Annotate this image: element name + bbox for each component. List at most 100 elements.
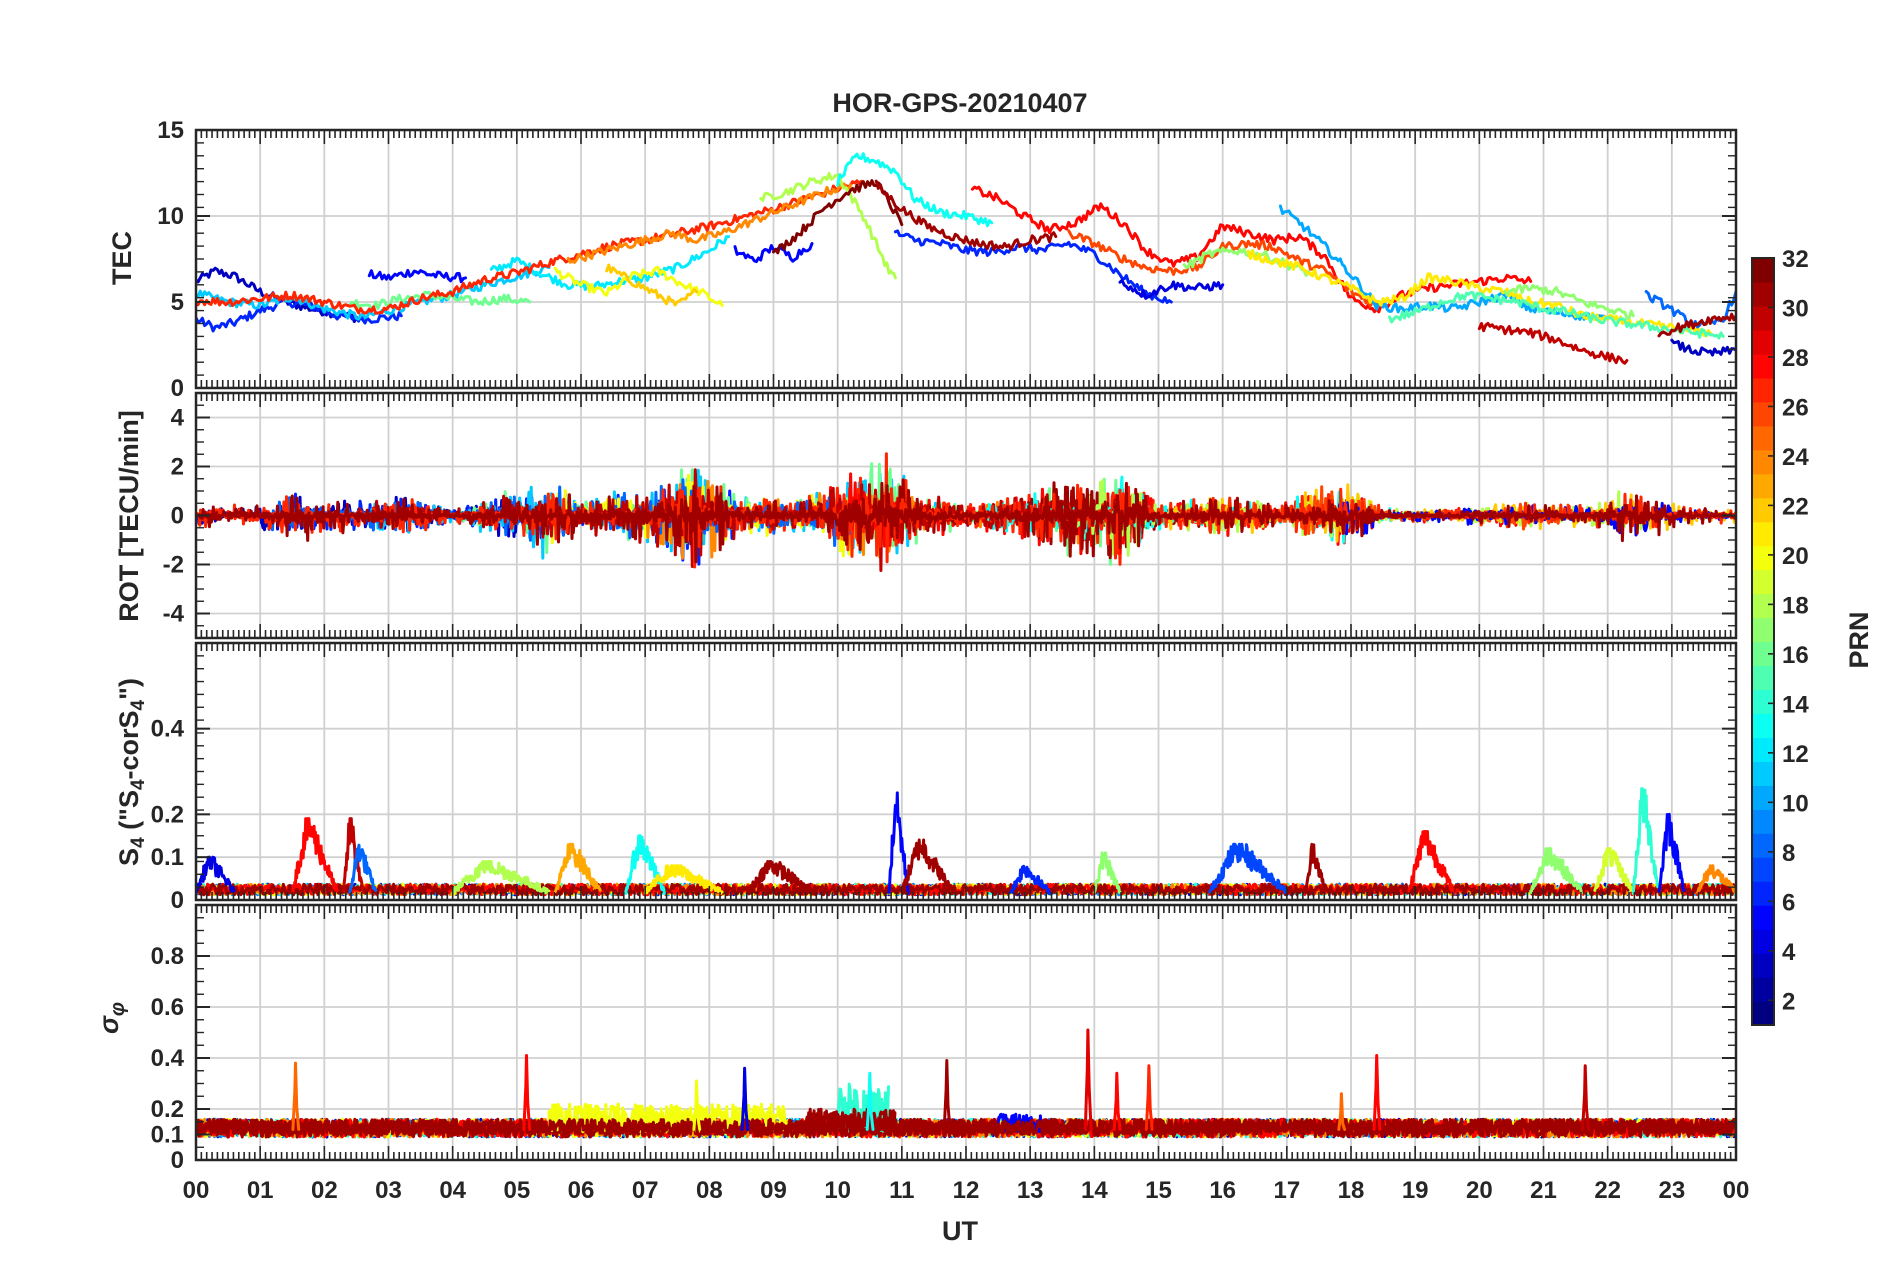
y-tick-label: 0.1 bbox=[151, 1122, 184, 1149]
colorbar-tick-label: 22 bbox=[1782, 493, 1809, 520]
colorbar-segment bbox=[1752, 953, 1774, 978]
tec-series-line bbox=[759, 171, 897, 280]
sigma-phi-spike bbox=[1083, 1028, 1093, 1131]
x-tick-label: 11 bbox=[889, 1177, 914, 1204]
tec-series-line bbox=[196, 179, 865, 315]
tec-series-line bbox=[1657, 312, 1736, 338]
colorbar-tick-label: 6 bbox=[1782, 889, 1795, 916]
colorbar-tick-label: 18 bbox=[1782, 592, 1809, 619]
tec-series-line bbox=[553, 266, 724, 307]
x-tick-label: 13 bbox=[1017, 1177, 1044, 1204]
colorbar-segment bbox=[1752, 425, 1774, 451]
tec-series-line bbox=[1388, 291, 1725, 340]
s4-event-line bbox=[348, 843, 378, 894]
colorbar-segment bbox=[1752, 401, 1774, 427]
axes bbox=[194, 128, 1738, 390]
y-tick-label: 10 bbox=[157, 203, 184, 230]
sigma-phi-panel: 00.10.2 0.4 0.6 0.8 bbox=[151, 903, 1738, 1174]
colorbar-segment bbox=[1752, 593, 1774, 619]
colorbar-tick-label: 4 bbox=[1782, 939, 1796, 966]
tec-series-line bbox=[836, 152, 994, 228]
tec-series-line bbox=[196, 264, 551, 321]
y-tick-label: 0 bbox=[171, 1147, 184, 1174]
y-tick-label: 4 bbox=[171, 405, 185, 432]
y-tick-label: -4 bbox=[163, 601, 185, 628]
x-tick-label: 06 bbox=[568, 1177, 595, 1204]
x-tick-label: 19 bbox=[1402, 1177, 1429, 1204]
y-tick-label: -2 bbox=[163, 552, 184, 579]
x-tick-label: 00 bbox=[1723, 1177, 1750, 1204]
tec-panel: 0 5 10 15 bbox=[157, 117, 1738, 402]
x-tick-label: 02 bbox=[311, 1177, 338, 1204]
x-tick-label: 23 bbox=[1658, 1177, 1685, 1204]
x-tick-label: 20 bbox=[1466, 1177, 1493, 1204]
y-tick-label: 5 bbox=[171, 289, 184, 316]
colorbar-segment bbox=[1752, 833, 1774, 858]
colorbar-segment bbox=[1752, 641, 1774, 667]
tec-series-line bbox=[1067, 229, 1379, 308]
sigma-phi-baseline-line bbox=[196, 1117, 1736, 1136]
tec-series-line bbox=[1503, 283, 1635, 320]
sigma-phi-spike bbox=[1581, 1064, 1590, 1131]
tec-series-line bbox=[874, 179, 1058, 251]
colorbar-tick-label: 32 bbox=[1782, 246, 1809, 273]
s4-event-line bbox=[1657, 812, 1686, 893]
colorbar-segment bbox=[1752, 353, 1774, 379]
colorbar-tick-label: 24 bbox=[1782, 444, 1809, 471]
colorbar-tick-label: 16 bbox=[1782, 642, 1809, 669]
s4-event-line bbox=[1092, 851, 1122, 894]
colorbar-segment bbox=[1752, 545, 1774, 571]
y-tick-label: 0.2 bbox=[151, 801, 184, 828]
chart-title: HOR-GPS-20210407 bbox=[832, 88, 1087, 118]
rot-panel: -4 -2 0 2 4 bbox=[163, 391, 1738, 640]
x-tick-label: 12 bbox=[953, 1177, 980, 1204]
s4-event-line bbox=[1208, 842, 1288, 894]
colorbar-tick-label: 20 bbox=[1782, 543, 1809, 570]
s4-event-line bbox=[900, 838, 955, 895]
plot-area bbox=[196, 1028, 1736, 1139]
sigma-phi-spike bbox=[1337, 1092, 1347, 1131]
y-tick-label: 0.4 bbox=[151, 716, 185, 743]
x-tick-label: 03 bbox=[375, 1177, 402, 1204]
sigma-phi-spike bbox=[740, 1066, 750, 1131]
colorbar-tick-label: 14 bbox=[1782, 691, 1809, 718]
x-tick-label: 16 bbox=[1209, 1177, 1236, 1204]
sigma-phi-spike bbox=[865, 1071, 875, 1131]
s4-event-line bbox=[1593, 847, 1635, 893]
tec-series-line bbox=[970, 185, 1533, 314]
rot-series-line bbox=[196, 481, 1736, 564]
colorbar-tick-label: 2 bbox=[1782, 988, 1795, 1015]
colorbar-segment bbox=[1752, 1001, 1774, 1026]
colorbar-tick-label: 28 bbox=[1782, 345, 1809, 372]
tec-series-line bbox=[1670, 338, 1736, 357]
colorbar-segment bbox=[1752, 665, 1774, 691]
sigma-phi-spike bbox=[1372, 1054, 1382, 1131]
colorbar-segment bbox=[1752, 977, 1774, 1002]
s4-event-line bbox=[553, 842, 602, 893]
tec-axis-label: TEC bbox=[107, 231, 137, 285]
rot-axis-label: ROT [TECU/min] bbox=[114, 410, 144, 621]
y-tick-label: 0.8 bbox=[151, 943, 184, 970]
sigma-phi-axis-label: σφ bbox=[94, 1002, 129, 1034]
colorbar-segment bbox=[1752, 473, 1774, 499]
s4-event-line bbox=[624, 834, 666, 896]
colorbar-segment bbox=[1752, 569, 1774, 595]
y-tick-label: 15 bbox=[157, 117, 184, 144]
axes bbox=[194, 391, 1738, 640]
s4-event-line bbox=[1304, 842, 1327, 894]
colorbar-segment bbox=[1752, 617, 1774, 643]
colorbar-segment bbox=[1752, 521, 1774, 547]
colorbar-frame bbox=[1751, 257, 1775, 1026]
plot-area bbox=[196, 452, 1736, 572]
colorbar-segment bbox=[1752, 281, 1774, 307]
colorbar-segment bbox=[1752, 857, 1774, 882]
colorbar-tick-label: 30 bbox=[1782, 295, 1809, 322]
x-tick-label: 00 bbox=[183, 1177, 210, 1204]
sigma-phi-spike bbox=[1144, 1064, 1154, 1131]
x-tick-label: 14 bbox=[1081, 1177, 1108, 1204]
x-tick-label: 18 bbox=[1338, 1177, 1365, 1204]
tec-series-line bbox=[605, 263, 698, 307]
s4-event-line bbox=[1631, 787, 1660, 895]
